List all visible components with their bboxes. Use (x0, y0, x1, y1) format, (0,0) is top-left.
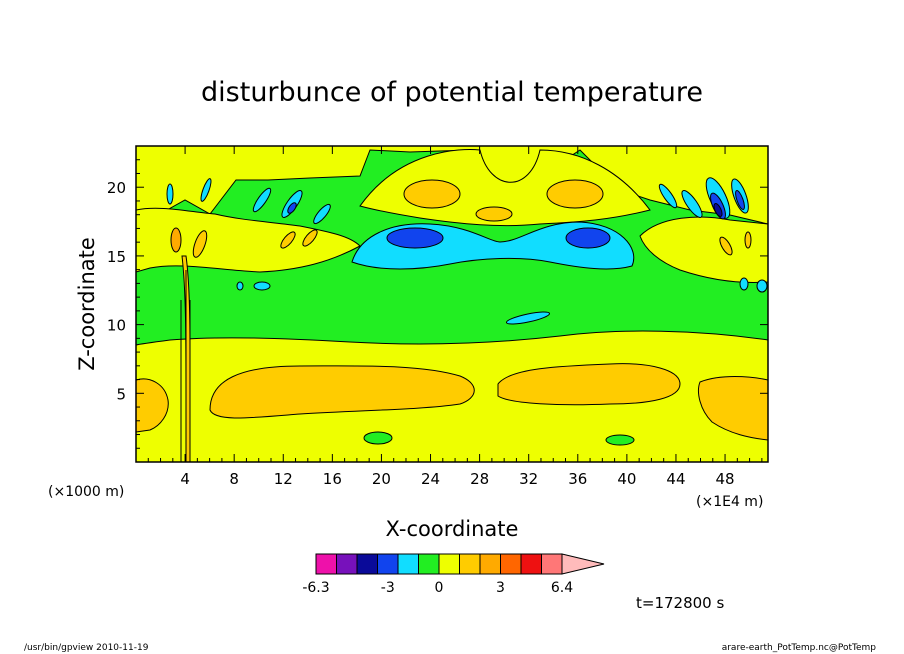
colorbar-swatch (356, 553, 378, 575)
colorbar-swatch (336, 553, 358, 575)
wave-cyan-2 (200, 178, 212, 202)
yellow-left-top (136, 207, 361, 273)
colorbar-swatch (438, 553, 460, 575)
colorbar-label: -6.3 (302, 580, 329, 596)
colorbar-swatch (377, 553, 399, 575)
wave-cyan-6 (253, 281, 271, 291)
x-tick-label: 24 (421, 470, 440, 488)
colorbar-swatch (541, 553, 563, 575)
x-tick-label: 12 (274, 470, 293, 488)
colorbar-swatch (397, 553, 419, 575)
orange-blob-3 (546, 179, 604, 209)
orange-blob-1 (403, 179, 461, 209)
plot-frame (135, 145, 769, 463)
colorbar-arrow (561, 553, 605, 575)
wave-r-cyan-2 (681, 190, 703, 218)
y-axis: 5 10 15 20 (107, 159, 768, 449)
chart-title: disturbunce of potential temperature (201, 77, 703, 108)
y-tick-label: 15 (107, 248, 126, 266)
blue-blob-1 (386, 227, 444, 249)
x-tick-label: 44 (666, 470, 685, 488)
x-unit-left: (×1000 m) (48, 484, 124, 500)
colorbar-swatch (520, 553, 542, 575)
x-unit-right: (×1E4 m) (696, 494, 763, 510)
colorbar-swatch (500, 553, 522, 575)
x-tick-label: 48 (716, 470, 735, 488)
orange-lower-far-right (698, 376, 768, 441)
x-axis: 4 8 12 16 20 24 28 32 36 40 44 48 (147, 146, 763, 488)
x-tick-label: 16 (323, 470, 342, 488)
wave-orange-2 (192, 230, 208, 258)
contour-field (136, 146, 768, 462)
time-label: t=172800 s (636, 594, 724, 612)
wave-blue-1 (287, 202, 297, 214)
wave-cyan-5 (313, 203, 331, 225)
orange-blob-2 (475, 206, 513, 222)
x-tick-label: 36 (568, 470, 587, 488)
wave-r-blue-2 (735, 190, 745, 210)
wave-cyan-7 (236, 281, 244, 291)
colorbar-swatch (479, 553, 501, 575)
x-tick-label: 28 (470, 470, 489, 488)
y-tick-label: 20 (107, 179, 126, 197)
colorbar-label: 0 (435, 580, 444, 596)
colorbar-label: -3 (381, 580, 395, 596)
x-tick-label: 32 (519, 470, 538, 488)
footer-right: arare-earth_PotTemp.nc@PotTemp (722, 643, 877, 653)
x-tick-label: 4 (180, 470, 190, 488)
wave-r-navy-1 (713, 203, 723, 217)
wave-r-cyan-1 (658, 183, 678, 209)
x-tick-label: 20 (372, 470, 391, 488)
wave-r-orange-1 (719, 236, 733, 256)
x-axis-label: X-coordinate (386, 517, 519, 541)
y-tick-label: 5 (116, 385, 126, 403)
y-tick-label: 10 (107, 317, 126, 335)
wave-orange-3 (280, 231, 296, 249)
x-tick-label: 8 (229, 470, 239, 488)
green-spot-1 (363, 431, 393, 445)
wave-r-cyan-5 (739, 277, 749, 291)
wave-cyan-1 (166, 183, 174, 205)
colorbar-label: 6.4 (551, 580, 573, 596)
orange-lower-right (497, 363, 681, 406)
colorbar-label: 3 (496, 580, 505, 596)
blue-blob-2 (565, 227, 611, 249)
wave-r-cyan-6 (756, 279, 768, 293)
wave-orange-4 (302, 229, 318, 247)
orange-lower-left (209, 365, 475, 419)
colorbar-swatch (315, 553, 337, 575)
cyan-small-mid (505, 311, 551, 325)
wave-r-orange-2 (744, 231, 752, 249)
colorbar-labels: -6.3 -3 0 3 6.4 (302, 580, 573, 596)
green-spot-2 (605, 434, 635, 446)
x-tick-label: 40 (617, 470, 636, 488)
orange-lower-left-edge (136, 378, 169, 433)
wave-orange-1 (170, 227, 182, 253)
footer-left: /usr/bin/gpview 2010-11-19 (24, 643, 149, 653)
y-axis-label: Z-coordinate (75, 237, 99, 371)
wave-cyan-3 (252, 187, 272, 213)
colorbar (315, 553, 605, 575)
colorbar-swatch (459, 553, 481, 575)
colorbar-swatch (418, 553, 440, 575)
